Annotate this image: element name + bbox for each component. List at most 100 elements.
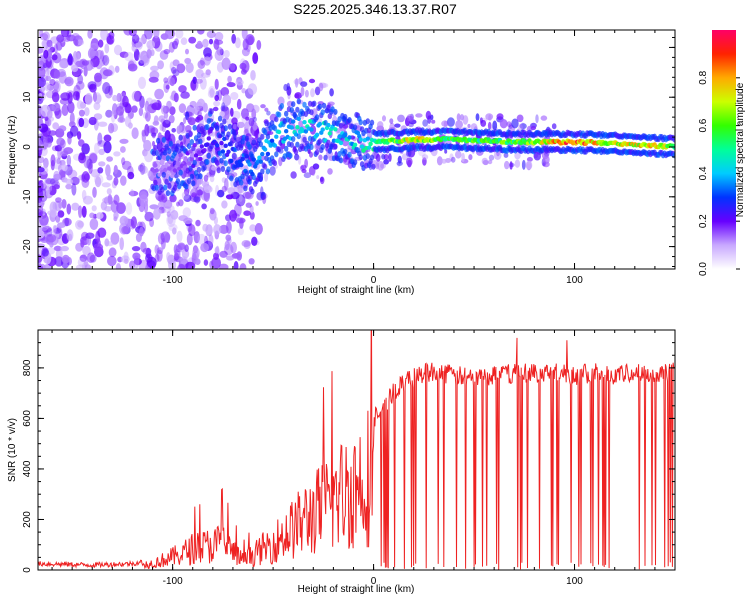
heatmap-cell (516, 114, 524, 123)
heatmap-cell (223, 143, 228, 148)
heatmap-cell (98, 161, 106, 167)
heatmap-cell (195, 78, 203, 84)
heatmap-cell (133, 48, 140, 61)
heatmap-cell (88, 116, 97, 126)
heatmap-cell (255, 201, 259, 206)
heatmap-cell (192, 143, 197, 148)
heatmap-cell (214, 94, 219, 102)
heatmap-cell (66, 30, 72, 38)
heatmap-cell (176, 201, 180, 207)
heatmap-cell (61, 254, 70, 264)
heatmap-cell (294, 153, 300, 161)
heatmap-cell (74, 39, 79, 46)
heatmap-cell (215, 143, 220, 148)
heatmap-cell (215, 159, 220, 166)
heatmap-cell (51, 54, 58, 61)
heatmap-cell (94, 72, 102, 83)
heatmap-cell (186, 116, 192, 123)
heatmap-cell (248, 117, 255, 127)
heatmap-cell (317, 138, 323, 145)
heatmap-cell (184, 244, 189, 252)
heatmap-cell (79, 254, 88, 262)
heatmap-cell (46, 39, 53, 48)
heatmap-cell (200, 57, 205, 66)
heatmap-cell (61, 150, 69, 156)
heatmap-cell (55, 197, 62, 203)
heatmap-cell (233, 123, 237, 130)
heatmap-cell (154, 168, 159, 173)
heatmap-cell (188, 36, 197, 44)
heatmap-cell (55, 41, 63, 51)
heatmap-cell (290, 171, 297, 179)
heatmap-cell (86, 158, 93, 170)
heatmap-cell (192, 246, 200, 260)
heatmap-cell (205, 124, 210, 130)
heatmap-cell (231, 33, 237, 44)
heatmap-cell (496, 113, 504, 120)
y-tick-label: 10 (22, 91, 33, 103)
heatmap-cell (101, 182, 111, 188)
heatmap-cell (252, 52, 259, 64)
heatmap-cell (519, 123, 527, 130)
heatmap-cell (365, 153, 370, 160)
heatmap-cell (542, 155, 550, 165)
heatmap-cell (60, 139, 66, 149)
heatmap-cell (77, 74, 84, 85)
heatmap-cell (76, 80, 85, 90)
heatmap-cell (71, 33, 80, 40)
heatmap-cell (540, 115, 548, 121)
heatmap-cell (338, 140, 344, 146)
heatmap-cell (78, 117, 85, 128)
heatmap-cell (167, 148, 172, 154)
heatmap-cell (180, 91, 190, 99)
heatmap-cell (509, 161, 513, 170)
heatmap-cell (181, 191, 190, 200)
heatmap-cell (217, 115, 223, 122)
heatmap-cell (119, 138, 129, 144)
heatmap-cell (377, 161, 384, 171)
heatmap-cell (150, 65, 159, 72)
heatmap-cell (226, 220, 232, 234)
heatmap-cell (64, 76, 74, 87)
heatmap-cell (320, 176, 324, 182)
heatmap-cell (347, 117, 352, 123)
heatmap-cell (192, 159, 197, 166)
heatmap-cell (97, 132, 103, 145)
heatmap-cell (514, 151, 521, 160)
colorbar-label: Normalized spectral amplitude (735, 82, 746, 217)
heatmap-cell (248, 258, 255, 265)
heatmap-cell (311, 168, 316, 176)
heatmap-cell (239, 179, 244, 186)
heatmap-cell (241, 47, 250, 57)
heatmap-cell (172, 59, 180, 67)
heatmap-cell (81, 189, 87, 201)
heatmap-cell (260, 168, 265, 175)
heatmap-cell (310, 88, 315, 98)
heatmap-cell (251, 174, 256, 181)
heatmap-cell (506, 121, 512, 127)
heatmap-cell (249, 205, 254, 214)
heatmap-cell (493, 150, 502, 160)
heatmap-cell (43, 157, 49, 169)
heatmap-cell (235, 37, 241, 49)
heatmap-cell (131, 44, 138, 52)
heatmap-cell (67, 135, 72, 145)
heatmap-cell (368, 141, 373, 147)
heatmap-cell (213, 252, 219, 260)
heatmap-cell (422, 119, 429, 127)
heatmap-cell (251, 104, 260, 114)
heatmap-cell (120, 175, 127, 186)
heatmap-cell (185, 125, 192, 133)
heatmap-cell (212, 106, 219, 112)
heatmap-cell (174, 38, 180, 46)
heatmap-cell (329, 88, 334, 97)
heatmap-cell (154, 150, 159, 156)
heatmap-cell (157, 60, 165, 70)
heatmap-cell (49, 79, 56, 86)
heatmap-cell (54, 145, 63, 152)
heatmap-cell (84, 107, 90, 117)
heatmap-cell (467, 123, 471, 129)
heatmap-cell (189, 100, 197, 108)
heatmap-cell (295, 125, 300, 130)
heatmap-cell (251, 108, 257, 120)
